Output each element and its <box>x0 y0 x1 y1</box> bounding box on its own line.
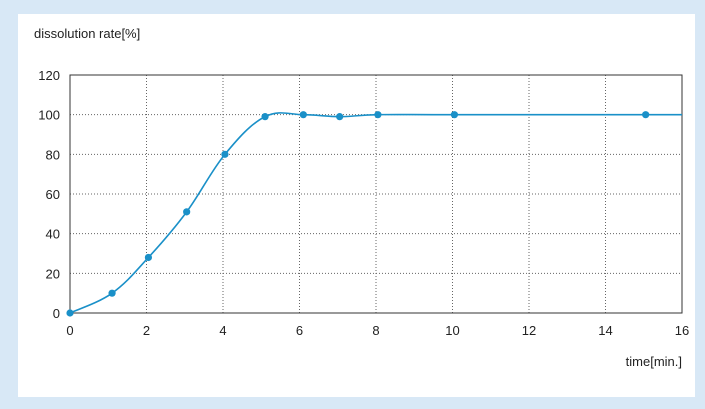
x-tick-label: 16 <box>675 323 689 338</box>
x-tick-label: 0 <box>66 323 73 338</box>
data-point <box>642 111 650 119</box>
data-point <box>374 111 382 119</box>
data-point <box>66 309 74 317</box>
x-tick-label: 10 <box>445 323 459 338</box>
x-axis-label: time[min.] <box>626 354 682 369</box>
data-point <box>183 208 191 216</box>
data-point <box>336 113 344 121</box>
grid-lines <box>70 75 682 313</box>
y-axis-label: dissolution rate[%] <box>34 26 140 41</box>
y-tick-label: 120 <box>38 68 60 83</box>
data-point <box>221 150 229 158</box>
x-tick-label: 8 <box>372 323 379 338</box>
plot-border <box>69 74 683 314</box>
chart-svg: dissolution rate[%] time[min.] 020406080… <box>34 26 689 369</box>
data-point <box>299 111 307 119</box>
y-tick-label: 20 <box>46 266 60 281</box>
chart-panel: dissolution rate[%] time[min.] 0 20 40 60 80… <box>18 14 695 397</box>
y-tick-label: 0 <box>53 306 60 321</box>
x-tick-label: 14 <box>598 323 612 338</box>
data-point <box>450 111 459 119</box>
x-tick-label: 12 <box>522 323 536 338</box>
x-tick-label: 2 <box>143 323 150 338</box>
x-tick-label: 6 <box>296 323 303 338</box>
x-tick-label: 4 <box>219 323 226 338</box>
data-points <box>66 111 650 317</box>
y-tick-label: 60 <box>46 187 60 202</box>
y-tick-label: 40 <box>46 227 60 242</box>
axis-ticks: 0 20 40 60 80 100 120 0 2 4 6 8 10 12 14 16 <box>38 68 689 338</box>
y-tick-label: 100 <box>38 108 60 123</box>
data-point <box>108 289 116 297</box>
data-point <box>144 253 153 262</box>
data-point <box>261 113 269 121</box>
y-tick-label: 80 <box>46 147 60 162</box>
